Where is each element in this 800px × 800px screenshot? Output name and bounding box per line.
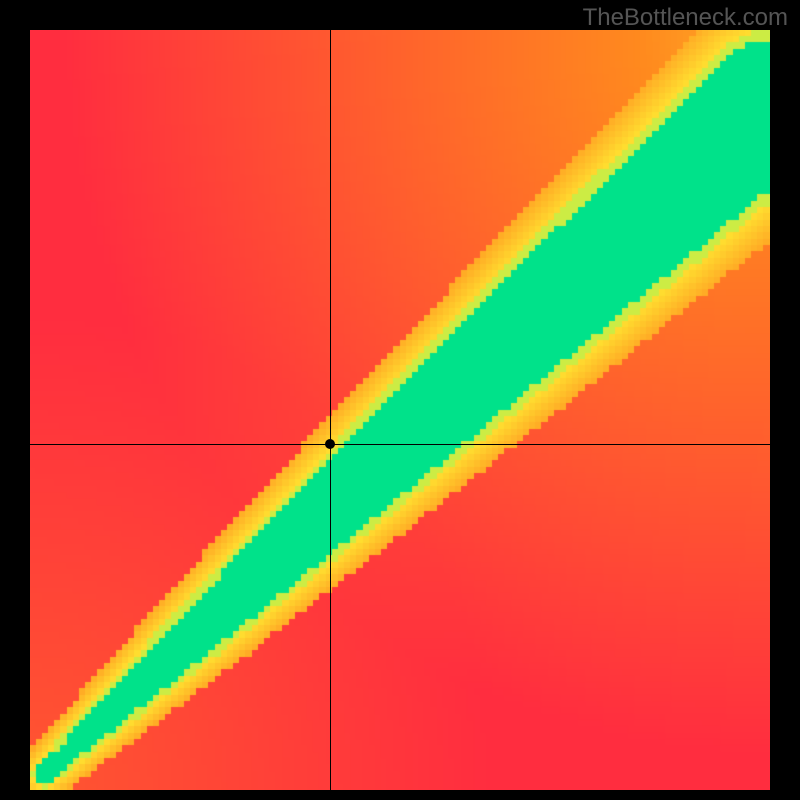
crosshair-vertical xyxy=(330,30,331,790)
chart-container: TheBottleneck.com xyxy=(0,0,800,800)
watermark-text: TheBottleneck.com xyxy=(583,4,788,32)
data-point xyxy=(325,439,335,449)
heatmap-canvas xyxy=(30,30,770,790)
crosshair-horizontal xyxy=(30,444,770,445)
